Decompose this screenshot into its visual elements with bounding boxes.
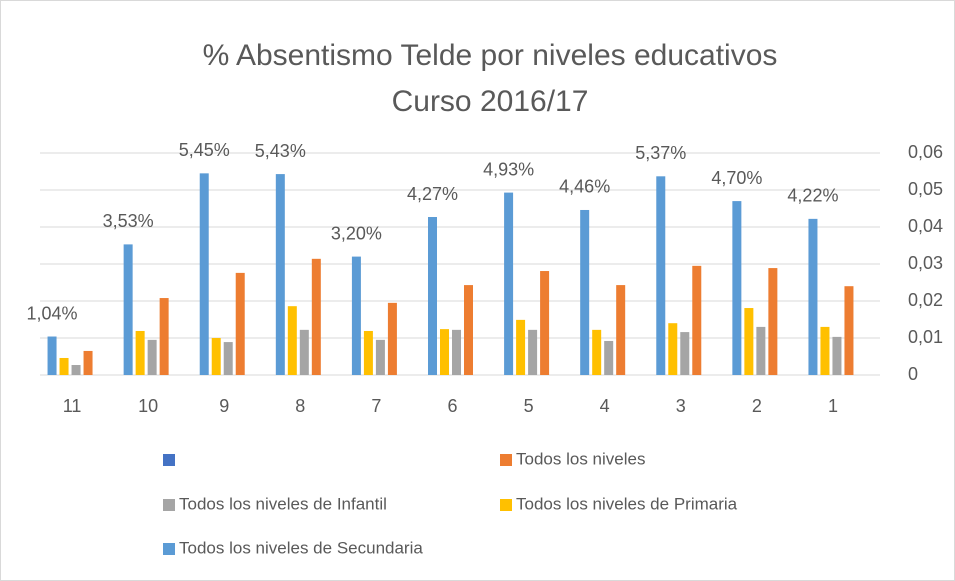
bar	[820, 326, 830, 375]
chart-title: Curso 2016/17	[392, 85, 589, 118]
bar	[668, 323, 678, 375]
y2-tick-label: 0,06	[908, 142, 943, 162]
legend-marker	[500, 499, 512, 511]
y2-tick-label: 0,05	[908, 179, 943, 199]
legend-marker	[500, 454, 512, 466]
bar	[732, 201, 742, 375]
bar	[832, 336, 842, 375]
bar	[680, 332, 690, 375]
data-label: 4,46%	[559, 177, 610, 197]
data-label: 4,22%	[787, 186, 838, 206]
x-tick-label: 8	[295, 396, 305, 416]
bar	[159, 298, 169, 375]
bar	[211, 338, 221, 375]
legend-label: Todos los niveles de Secundaria	[179, 538, 423, 557]
bar	[275, 174, 285, 375]
legend-label: Todos los niveles	[516, 449, 645, 468]
bar	[123, 244, 133, 375]
x-tick-label: 3	[676, 396, 686, 416]
bar	[504, 192, 514, 375]
x-tick-label: 2	[752, 396, 762, 416]
x-tick-label: 4	[600, 396, 610, 416]
bar	[452, 329, 461, 375]
x-tick-label: 10	[138, 396, 158, 416]
x-tick-label: 1	[828, 396, 838, 416]
bar	[375, 339, 385, 375]
bar	[464, 285, 473, 375]
data-label: 3,20%	[331, 223, 382, 243]
data-label: 1,04%	[27, 303, 78, 323]
legend-label: Todos los niveles de Primaria	[516, 494, 738, 513]
bar	[440, 329, 449, 375]
bar	[528, 329, 538, 375]
x-tick-label: 6	[447, 396, 457, 416]
chart-title: % Absentismo Telde por niveles educativo…	[203, 39, 778, 72]
y2-tick-label: 0	[908, 364, 918, 384]
x-tick-label: 5	[524, 396, 534, 416]
legend-marker	[163, 454, 175, 466]
bar	[311, 258, 321, 375]
bar	[756, 326, 766, 375]
bar	[351, 256, 361, 375]
y2-tick-label: 0,01	[908, 327, 943, 347]
bar	[83, 350, 93, 375]
legend-marker	[163, 499, 175, 511]
bar	[71, 365, 81, 375]
bar	[516, 319, 526, 375]
y2-tick-label: 0,02	[908, 290, 943, 310]
data-label: 3,53%	[103, 211, 154, 231]
bar	[592, 329, 602, 375]
bar	[540, 271, 550, 375]
y2-tick-label: 0,04	[908, 216, 943, 236]
data-label: 5,43%	[255, 141, 306, 161]
bar	[199, 173, 209, 375]
x-tick-label: 11	[63, 396, 82, 416]
bar	[287, 306, 297, 375]
x-tick-label: 9	[219, 396, 229, 416]
bar	[692, 265, 702, 375]
bar	[808, 218, 818, 375]
data-label: 4,27%	[407, 184, 458, 204]
bar	[47, 336, 57, 375]
data-label: 4,70%	[711, 168, 762, 188]
bar	[387, 302, 397, 375]
bar	[223, 342, 233, 375]
legend-label: Todos los niveles de Infantil	[179, 494, 387, 513]
bar	[604, 340, 614, 375]
data-label: 5,37%	[635, 143, 686, 163]
bar	[580, 209, 590, 375]
bar	[844, 286, 854, 375]
bar	[147, 339, 157, 375]
bar	[744, 308, 754, 375]
bar	[135, 330, 145, 375]
bar	[616, 285, 626, 375]
bar	[428, 217, 437, 375]
x-tick-label: 7	[371, 396, 381, 416]
legend-marker	[163, 543, 175, 555]
bar	[363, 330, 373, 375]
bar	[59, 357, 69, 375]
bar	[768, 268, 778, 375]
y2-tick-label: 0,03	[908, 253, 943, 273]
bar	[656, 176, 666, 375]
bar	[299, 329, 309, 375]
data-label: 4,93%	[483, 159, 534, 179]
data-label: 5,45%	[179, 140, 230, 160]
bar	[235, 272, 245, 375]
